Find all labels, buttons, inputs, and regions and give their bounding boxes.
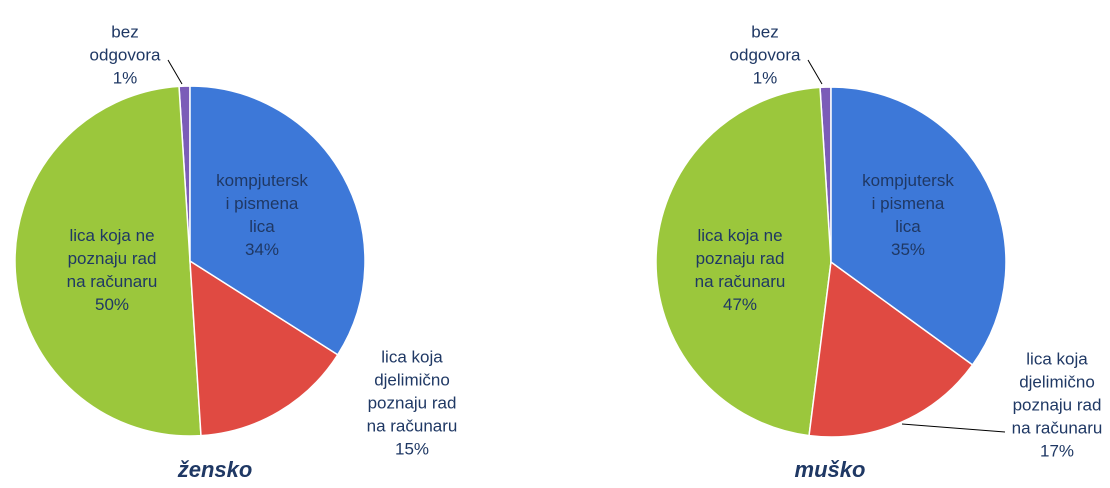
slice-value: 35% — [890, 240, 926, 259]
pie-slice — [189, 85, 366, 356]
slice-value: 34% — [244, 240, 280, 259]
pie-slice — [14, 85, 202, 437]
slice-label: lica koja ne poznaju rad na računaru 50% — [66, 224, 158, 316]
slice-name: lica koja ne poznaju rad na računaru — [694, 226, 786, 291]
slice-name: lica koja ne poznaju rad na računaru — [66, 226, 158, 291]
slice-label: lica koja djelimično poznaju rad na raču… — [1011, 348, 1103, 463]
slice-name: bez odgovora — [89, 22, 161, 65]
slice-name: bez odgovora — [729, 22, 801, 65]
slice-label: lica koja ne poznaju rad na računaru 47% — [694, 224, 786, 316]
slice-label: bez odgovora 1% — [79, 21, 171, 90]
pie-slice — [189, 259, 339, 437]
slice-value: 15% — [394, 439, 430, 459]
slice-name: kompjuterski pismena lica — [862, 171, 954, 236]
slice-label: bez odgovora 1% — [719, 21, 811, 90]
chart-caption: muško — [794, 457, 866, 482]
slice-value: 1% — [752, 68, 778, 88]
slice-name: lica koja djelimično poznaju rad na raču… — [366, 347, 458, 436]
leader-line — [167, 59, 183, 85]
slice-value: 1% — [112, 68, 138, 88]
leader-line — [807, 59, 823, 85]
chart-caption: žensko — [177, 457, 253, 482]
leader-line — [901, 423, 1006, 433]
slice-value: 50% — [94, 295, 130, 314]
pie-slice — [808, 260, 974, 438]
slice-label: kompjuterski pismena lica 35% — [862, 169, 954, 261]
pie-slice — [830, 86, 1007, 366]
slice-name: kompjuterski pismena lica — [216, 171, 308, 236]
slice-label: kompjuterski pismena lica 34% — [216, 169, 308, 261]
slice-value: 47% — [722, 295, 758, 314]
slice-name: lica koja djelimično poznaju rad na raču… — [1011, 349, 1103, 438]
pie-slice — [655, 86, 832, 437]
slice-value: 17% — [1039, 441, 1075, 461]
slice-label: lica koja djelimično poznaju rad na raču… — [366, 346, 458, 461]
